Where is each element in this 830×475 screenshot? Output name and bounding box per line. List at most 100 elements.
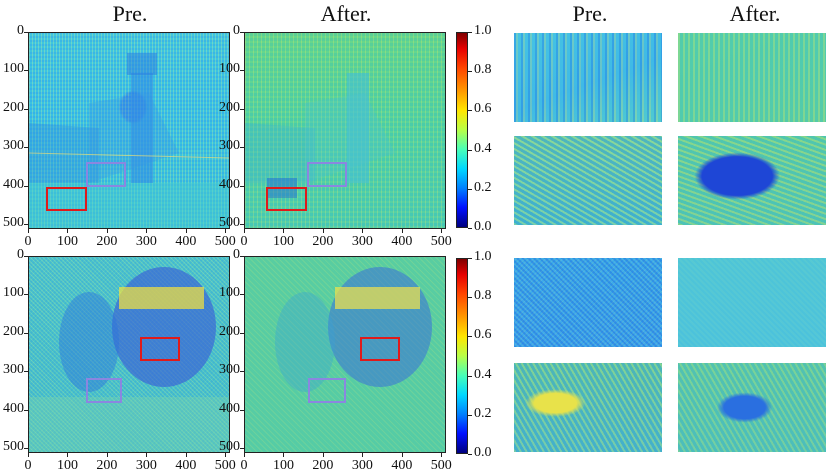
x-tick-mark xyxy=(28,229,29,233)
colorbar-tick-mark xyxy=(468,110,472,112)
x-tick-label: 0 xyxy=(24,234,32,249)
lighthouse-silhouette-pre xyxy=(29,53,229,228)
y-tick-label: 100 xyxy=(219,61,240,77)
y-tick-label: 300 xyxy=(3,362,24,378)
colorbar-tick-mark xyxy=(468,454,472,455)
purple-roi-box xyxy=(307,162,347,187)
y-tick-mark xyxy=(240,294,244,296)
colorbar-tick-mark xyxy=(468,336,472,338)
x-tick-label: 400 xyxy=(391,458,413,473)
x-tick-mark xyxy=(244,453,245,457)
crop-after-lighthouse-purple xyxy=(678,33,826,122)
y-tick-label: 100 xyxy=(219,285,240,301)
y-tick-label: 300 xyxy=(219,138,240,154)
y-tick-mark xyxy=(24,224,28,226)
y-tick-mark xyxy=(240,224,244,226)
y-tick-mark xyxy=(240,185,244,187)
x-tick-mark xyxy=(185,453,187,457)
y-tick-mark xyxy=(240,108,244,110)
x-tick-label: 500 xyxy=(214,458,236,473)
y-tick-mark xyxy=(24,147,28,149)
y-tick-label: 400 xyxy=(219,176,240,192)
x-tick-mark xyxy=(146,453,148,457)
x-tick-label: 100 xyxy=(272,458,294,473)
colorbar-tick-label: 0.6 xyxy=(474,101,492,117)
x-tick-label: 500 xyxy=(430,234,452,249)
colorbar-tick-label: 0.6 xyxy=(474,327,492,343)
crop-pre-sailboats-purple xyxy=(514,363,662,452)
x-tick-mark xyxy=(185,229,187,233)
y-tick-label: 500 xyxy=(3,439,24,455)
x-tick-label: 200 xyxy=(96,234,118,249)
y-tick-label: 500 xyxy=(219,215,240,231)
y-tick-mark xyxy=(24,32,28,33)
x-tick-label: 200 xyxy=(96,458,118,473)
y-tick-label: 500 xyxy=(219,439,240,455)
x-tick-label: 200 xyxy=(312,458,334,473)
y-tick-mark xyxy=(24,371,28,373)
x-tick-mark xyxy=(225,229,227,233)
x-tick-mark xyxy=(225,453,227,457)
colorbar-tick-label: 1.0 xyxy=(474,23,492,38)
y-tick-label: 0 xyxy=(233,23,240,38)
x-tick-mark xyxy=(441,229,443,233)
y-tick-label: 300 xyxy=(219,362,240,378)
colorbar-tick-label: 0.4 xyxy=(474,140,492,156)
red-roi-box xyxy=(266,187,307,211)
x-tick-mark xyxy=(67,453,69,457)
x-tick-mark xyxy=(283,229,285,233)
x-tick-label: 100 xyxy=(56,234,78,249)
heatmap-after-sailboats xyxy=(244,256,446,453)
y-tick-mark xyxy=(240,448,244,450)
y-tick-label: 200 xyxy=(219,99,240,115)
colorbar-tick-label: 0.0 xyxy=(474,445,492,460)
lighthouse-silhouette-after xyxy=(245,73,395,198)
x-tick-label: 0 xyxy=(240,234,248,249)
y-tick-label: 0 xyxy=(17,247,24,262)
y-tick-label: 500 xyxy=(3,215,24,231)
x-tick-mark xyxy=(283,453,285,457)
x-tick-label: 300 xyxy=(135,234,157,249)
y-tick-label: 300 xyxy=(3,138,24,154)
x-tick-mark xyxy=(146,229,148,233)
title-after: After. xyxy=(320,1,372,26)
y-tick-mark xyxy=(240,409,244,411)
colorbar-tick-mark xyxy=(468,414,472,416)
colorbar-tick-label: 1.0 xyxy=(474,249,492,264)
title-pre: Pre. xyxy=(112,1,148,26)
crop-after-lighthouse-red xyxy=(678,136,826,225)
colorbar-row1 xyxy=(456,32,468,228)
x-tick-mark xyxy=(67,229,69,233)
colorbar-tick-mark xyxy=(468,71,472,73)
red-roi-box xyxy=(360,337,400,361)
colorbar-row2 xyxy=(456,258,468,454)
red-roi-box xyxy=(46,187,87,211)
y-tick-mark xyxy=(24,256,28,257)
colorbar-tick-mark xyxy=(468,32,472,33)
crop-pre-lighthouse-purple xyxy=(514,33,662,122)
x-tick-mark xyxy=(28,453,29,457)
heatmap-pre-lighthouse xyxy=(28,32,230,229)
x-tick-mark xyxy=(362,229,364,233)
y-tick-label: 100 xyxy=(3,285,24,301)
x-tick-label: 100 xyxy=(56,458,78,473)
sailboats-silhouette-after xyxy=(275,267,432,392)
y-tick-label: 0 xyxy=(17,23,24,38)
purple-roi-box xyxy=(86,162,126,187)
colorbar-tick-label: 0.2 xyxy=(474,405,492,421)
x-tick-label: 0 xyxy=(240,458,248,473)
red-roi-box xyxy=(140,337,180,361)
x-tick-mark xyxy=(401,453,403,457)
y-tick-mark xyxy=(24,70,28,72)
colorbar-tick-label: 0.8 xyxy=(474,62,492,78)
y-tick-label: 400 xyxy=(219,400,240,416)
crop-pre-lighthouse-red xyxy=(514,136,662,225)
colorbar-tick-label: 0.8 xyxy=(474,288,492,304)
y-tick-mark xyxy=(24,108,28,110)
y-tick-mark xyxy=(24,185,28,187)
y-tick-mark xyxy=(240,332,244,334)
purple-roi-box xyxy=(308,378,346,403)
y-tick-mark xyxy=(240,32,244,33)
x-tick-label: 300 xyxy=(135,458,157,473)
x-tick-label: 500 xyxy=(214,234,236,249)
